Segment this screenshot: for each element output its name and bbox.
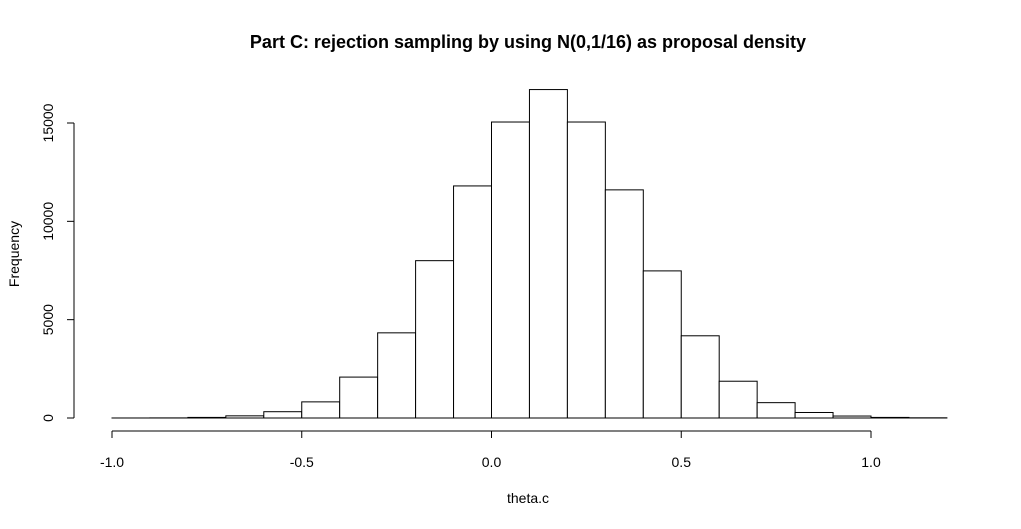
y-tick-label: 5000 <box>40 304 56 335</box>
histogram-bar <box>187 416 227 419</box>
histogram-bar <box>870 416 910 419</box>
x-tick-label: 0.0 <box>482 454 502 470</box>
histogram-bar <box>528 89 568 419</box>
y-axis-ticks: 0 5000 10000 15000 <box>40 103 74 422</box>
histogram-bar <box>339 376 379 419</box>
histogram-bar <box>794 411 834 419</box>
x-tick-label: -1.0 <box>100 454 124 470</box>
histogram-bar <box>566 121 606 419</box>
y-axis: 0 5000 10000 15000 <box>40 103 75 422</box>
histogram-bar <box>756 402 796 419</box>
histogram-bar <box>491 121 530 419</box>
x-tick-label: -0.5 <box>290 454 314 470</box>
histogram-bar <box>832 415 872 419</box>
histogram-bar <box>225 415 265 419</box>
histogram-bar <box>453 185 492 419</box>
y-tick-label: 10000 <box>40 202 56 241</box>
y-tick-label: 15000 <box>40 103 56 142</box>
histogram-bar <box>263 411 303 419</box>
histogram-bar <box>377 332 417 419</box>
x-axis: -1.0 -0.5 0.0 0.5 1.0 <box>100 430 881 470</box>
y-axis-label: Frequency <box>6 221 22 287</box>
x-tick-label: 1.0 <box>861 454 881 470</box>
x-axis-label: theta.c <box>507 490 549 506</box>
y-tick-label: 0 <box>40 414 56 422</box>
histogram-bar <box>604 189 644 419</box>
histogram-bar <box>301 401 341 419</box>
x-axis-ticks: -1.0 -0.5 0.0 0.5 1.0 <box>100 431 881 470</box>
x-tick-label: 0.5 <box>672 454 692 470</box>
histogram-bars <box>111 89 948 419</box>
histogram-bar <box>642 270 682 419</box>
chart-title: Part C: rejection sampling by using N(0,… <box>250 32 806 52</box>
histogram-bar <box>415 260 455 419</box>
histogram-bar <box>718 380 758 419</box>
histogram-bar <box>680 335 720 419</box>
